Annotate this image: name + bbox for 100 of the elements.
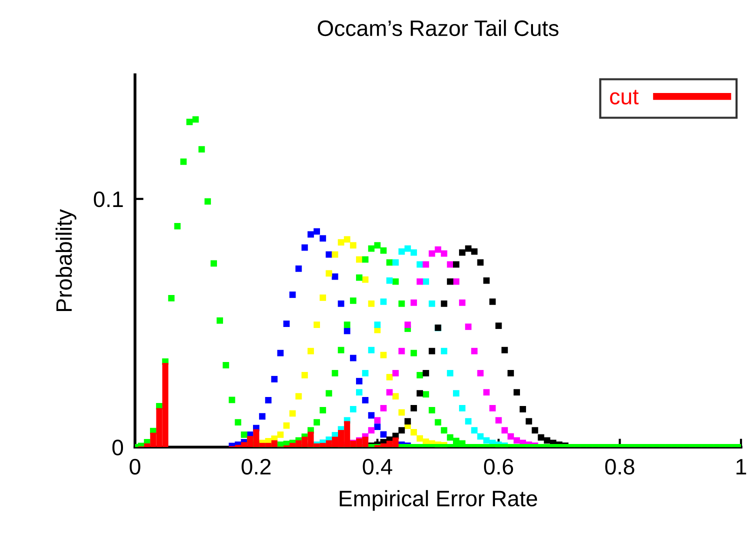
point xyxy=(392,259,399,266)
point xyxy=(362,370,368,376)
point xyxy=(301,244,308,251)
point xyxy=(526,418,532,425)
point xyxy=(483,277,490,284)
point xyxy=(326,251,332,258)
point xyxy=(428,300,436,307)
point xyxy=(452,278,460,285)
point xyxy=(374,242,381,249)
point xyxy=(332,370,338,376)
x-tick-label: 0.4 xyxy=(362,458,392,475)
point xyxy=(404,418,411,425)
point xyxy=(471,348,478,354)
point xyxy=(326,390,332,396)
point xyxy=(289,292,296,298)
point xyxy=(308,231,314,238)
point xyxy=(295,265,302,272)
point xyxy=(508,370,514,376)
point xyxy=(356,274,362,281)
point xyxy=(277,432,284,438)
point xyxy=(332,273,338,280)
point xyxy=(386,277,393,284)
point xyxy=(477,433,484,440)
point xyxy=(422,261,430,268)
point xyxy=(452,261,460,268)
point xyxy=(446,434,454,441)
point xyxy=(320,294,326,301)
point xyxy=(392,278,399,285)
point xyxy=(398,427,405,434)
point xyxy=(271,376,278,382)
point xyxy=(374,417,381,424)
point xyxy=(326,270,332,277)
point xyxy=(477,259,484,266)
point xyxy=(465,324,472,330)
point xyxy=(532,427,538,434)
point xyxy=(440,250,448,257)
point xyxy=(320,406,326,414)
x-tick-label: 0.6 xyxy=(484,458,514,475)
point xyxy=(501,346,508,354)
point xyxy=(392,393,399,400)
point xyxy=(380,298,387,305)
point xyxy=(410,249,417,256)
point xyxy=(471,427,478,434)
point xyxy=(416,435,424,442)
point xyxy=(465,418,472,425)
point xyxy=(350,297,356,304)
point xyxy=(495,322,502,329)
point xyxy=(308,348,314,354)
point xyxy=(277,350,284,356)
point xyxy=(440,348,448,354)
point xyxy=(356,389,362,396)
point xyxy=(398,300,405,307)
point xyxy=(386,374,393,380)
point xyxy=(434,419,442,426)
x-tick-label: 1 xyxy=(736,459,746,474)
point xyxy=(495,417,502,424)
point xyxy=(465,245,472,252)
point xyxy=(501,427,508,434)
chart-title: Occam’s Razor Tail Cuts xyxy=(318,20,558,36)
point xyxy=(368,245,375,252)
point xyxy=(404,245,411,252)
point xyxy=(440,300,448,307)
point xyxy=(452,390,460,396)
x-tick-label: 0.8 xyxy=(605,458,634,475)
point xyxy=(314,419,320,426)
y-tick-label: 0.1 xyxy=(94,191,123,208)
point xyxy=(386,389,393,396)
point xyxy=(350,354,356,362)
point xyxy=(422,370,430,376)
point xyxy=(314,322,320,328)
point xyxy=(368,412,375,419)
point xyxy=(520,406,526,412)
point xyxy=(368,346,375,354)
point xyxy=(314,228,320,235)
legend-label: cut xyxy=(610,90,639,104)
point xyxy=(410,429,417,436)
point xyxy=(338,346,344,354)
point xyxy=(422,391,430,398)
point xyxy=(338,300,344,307)
point xyxy=(440,427,448,434)
point xyxy=(356,378,362,384)
point xyxy=(368,300,375,307)
point xyxy=(452,438,460,444)
point xyxy=(416,372,424,378)
point xyxy=(259,413,266,420)
point xyxy=(368,427,375,434)
point xyxy=(374,322,381,328)
point xyxy=(459,249,466,256)
point xyxy=(392,370,399,376)
point xyxy=(283,320,290,327)
x-tick-label: 0.2 xyxy=(242,458,271,475)
point xyxy=(410,299,417,306)
point xyxy=(428,250,436,257)
point xyxy=(344,322,350,328)
point xyxy=(398,248,405,255)
point xyxy=(514,437,520,444)
point xyxy=(416,278,424,285)
point xyxy=(410,404,417,412)
point xyxy=(508,433,514,440)
point xyxy=(404,322,411,328)
